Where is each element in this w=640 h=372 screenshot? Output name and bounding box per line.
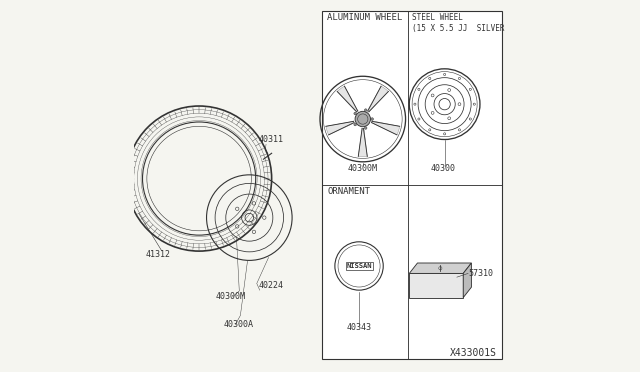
Text: 40300M: 40300M — [348, 164, 378, 173]
Text: 40311: 40311 — [259, 135, 284, 144]
Polygon shape — [367, 86, 388, 112]
Circle shape — [371, 118, 374, 120]
Polygon shape — [410, 263, 472, 273]
Text: 40300: 40300 — [430, 164, 455, 173]
Circle shape — [355, 111, 371, 127]
Circle shape — [364, 109, 367, 111]
Text: 40300M: 40300M — [215, 292, 245, 301]
Text: 57310: 57310 — [468, 269, 494, 278]
Circle shape — [354, 123, 356, 126]
Bar — [322, 11, 502, 359]
Text: 40300A: 40300A — [223, 320, 253, 329]
Polygon shape — [463, 263, 472, 298]
Text: 41312: 41312 — [145, 250, 170, 259]
Text: X433001S: X433001S — [450, 348, 497, 358]
Text: ALUMINUM WHEEL: ALUMINUM WHEEL — [328, 13, 403, 22]
Circle shape — [354, 112, 356, 115]
Polygon shape — [358, 128, 367, 157]
Polygon shape — [337, 86, 358, 112]
Circle shape — [364, 127, 367, 129]
Text: 40343: 40343 — [347, 323, 372, 332]
Text: STEEL WHEEL
(15 X 5.5 JJ  SILVER: STEEL WHEEL (15 X 5.5 JJ SILVER — [412, 13, 505, 33]
Polygon shape — [371, 121, 400, 135]
Bar — [410, 273, 463, 298]
Text: ORNAMENT: ORNAMENT — [328, 187, 371, 196]
Text: 40224: 40224 — [259, 281, 284, 290]
Polygon shape — [326, 121, 355, 135]
Text: NISSAN: NISSAN — [346, 263, 372, 269]
